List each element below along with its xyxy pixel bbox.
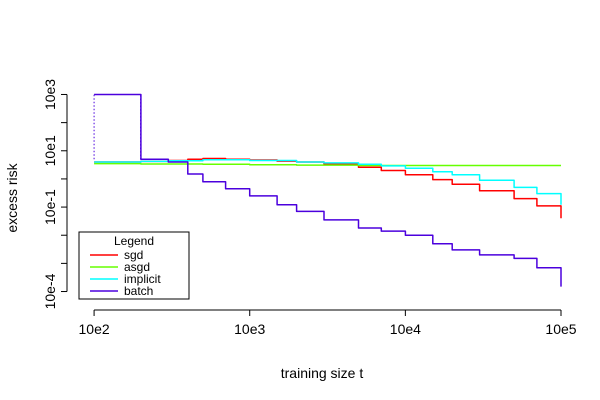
legend-label-sgd: sgd: [124, 248, 143, 262]
x-ticks: 10e2 10e3 10e4 10e5: [79, 310, 577, 337]
y-ticks: 10e-4 10e-1 10e1 10e3: [42, 79, 67, 309]
axes: [66, 94, 561, 311]
x-axis-label: training size t: [281, 365, 364, 381]
x-tick-label: 10e4: [390, 321, 421, 337]
legend-title: Legend: [114, 234, 154, 248]
y-tick-label: 10e1: [42, 135, 58, 166]
series-lines: [93, 93, 562, 287]
x-tick-label: 10e2: [79, 321, 110, 337]
y-tick-label: 10e3: [42, 79, 58, 110]
x-tick-label: 10e3: [234, 321, 265, 337]
legend-label-implicit: implicit: [124, 272, 161, 286]
series-line-asgd: [94, 162, 561, 167]
legend-label-asgd: asgd: [124, 260, 150, 274]
series-line-batch: [94, 93, 562, 287]
series-line-sgd: [94, 157, 562, 219]
y-axis-label: excess risk: [4, 162, 20, 232]
legend-box: [78, 231, 190, 300]
batch-early-segment: [93, 93, 142, 160]
legend-label-batch: batch: [124, 284, 153, 298]
x-tick-label: 10e5: [545, 321, 576, 337]
y-tick-label: 10e-4: [42, 273, 58, 309]
series-line-implicit: [94, 158, 562, 205]
y-tick-label: 10e-1: [42, 189, 58, 225]
